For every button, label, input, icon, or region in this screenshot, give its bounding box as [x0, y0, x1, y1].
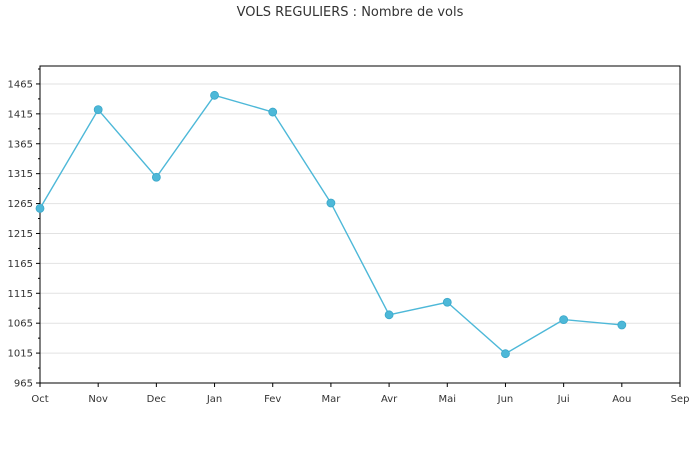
data-point	[151, 172, 161, 182]
y-tick-label: 1065	[8, 319, 33, 330]
y-tick-label: 1165	[8, 259, 33, 270]
x-tick-label: Sep	[671, 394, 690, 405]
y-tick-label: 1215	[8, 229, 33, 240]
x-tick-label: Mai	[438, 394, 456, 405]
y-tick-label: 1115	[8, 289, 33, 300]
x-tick-label: Aou	[612, 394, 631, 405]
x-tick-label: Jun	[497, 394, 514, 405]
axes: 965 1015 1065 1115 1165 1215 1265 1315 1365 1415 1…	[8, 68, 690, 405]
data-point	[268, 107, 278, 117]
data-point	[210, 90, 219, 100]
plot-frame	[39, 65, 681, 384]
y-tick-label: 1465	[8, 79, 33, 90]
data-point	[326, 198, 336, 208]
x-tick-label: Jan	[206, 394, 222, 405]
chart-title: VOLS REGULIERS : Nombre de vols	[236, 5, 464, 20]
y-tick-label: 1315	[8, 169, 33, 180]
y-tick-label: 1365	[8, 139, 33, 150]
x-tick-label: Fev	[264, 394, 281, 405]
x-tick-label: Oct	[31, 394, 48, 405]
data-point	[93, 105, 103, 115]
data-series	[35, 90, 627, 359]
y-tick-label: 965	[14, 379, 33, 390]
series-line	[39, 94, 622, 355]
y-tick-label: 1415	[8, 109, 33, 120]
grid-lines	[40, 83, 680, 354]
x-tick-label: Dec	[147, 394, 166, 405]
y-tick-label: 1015	[8, 349, 33, 360]
y-tick-label: 1265	[8, 199, 33, 210]
data-point	[501, 349, 510, 359]
x-tick-label: Avr	[381, 394, 398, 405]
data-point	[384, 310, 394, 320]
x-tick-label: Mar	[321, 394, 341, 405]
data-point	[442, 297, 452, 307]
data-point	[559, 315, 569, 325]
x-tick-label: Jui	[557, 394, 570, 405]
data-point	[617, 320, 627, 330]
x-tick-label: Nov	[88, 394, 108, 405]
data-point	[35, 203, 45, 213]
